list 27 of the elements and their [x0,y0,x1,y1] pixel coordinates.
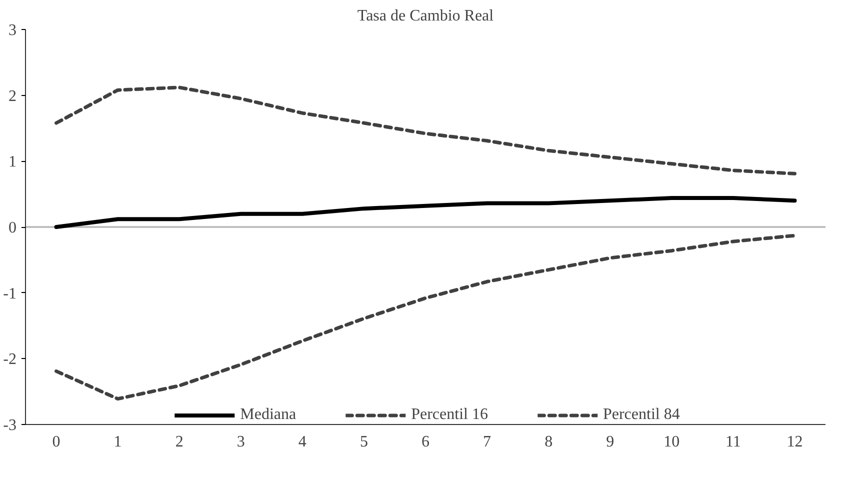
y-tick-label: 1 [8,154,16,171]
y-tick-label: 0 [8,220,16,236]
y-tick-label: -2 [3,351,16,368]
y-tick-label: -1 [3,285,16,302]
x-tick-label: 0 [52,434,60,450]
x-tick-label: 4 [298,434,306,450]
legend-label: Percentil 16 [411,406,488,424]
legend-label: Percentil 84 [602,406,680,424]
x-tick-label: 12 [786,434,803,450]
line-series [54,234,796,401]
x-tick-label: 6 [422,434,430,450]
x-tick-label: 3 [236,434,245,450]
x-tick-label: 11 [725,434,741,450]
x-tick-label: 2 [175,434,184,450]
x-tick-label: 8 [544,434,553,450]
legend-label: Mediana [240,406,296,424]
chart-title: Tasa de Cambio Real [357,8,494,24]
x-tick-label: 5 [360,434,368,450]
y-tick-label: 3 [8,22,16,39]
line-series [54,196,797,229]
y-tick-label: -3 [3,417,16,434]
x-tick-label: 9 [606,434,614,450]
line-series [54,86,796,176]
x-tick-label: 7 [483,434,492,450]
x-tick-label: 1 [114,434,122,450]
y-tick-label: 2 [8,88,16,105]
x-tick-label: 10 [664,434,680,450]
